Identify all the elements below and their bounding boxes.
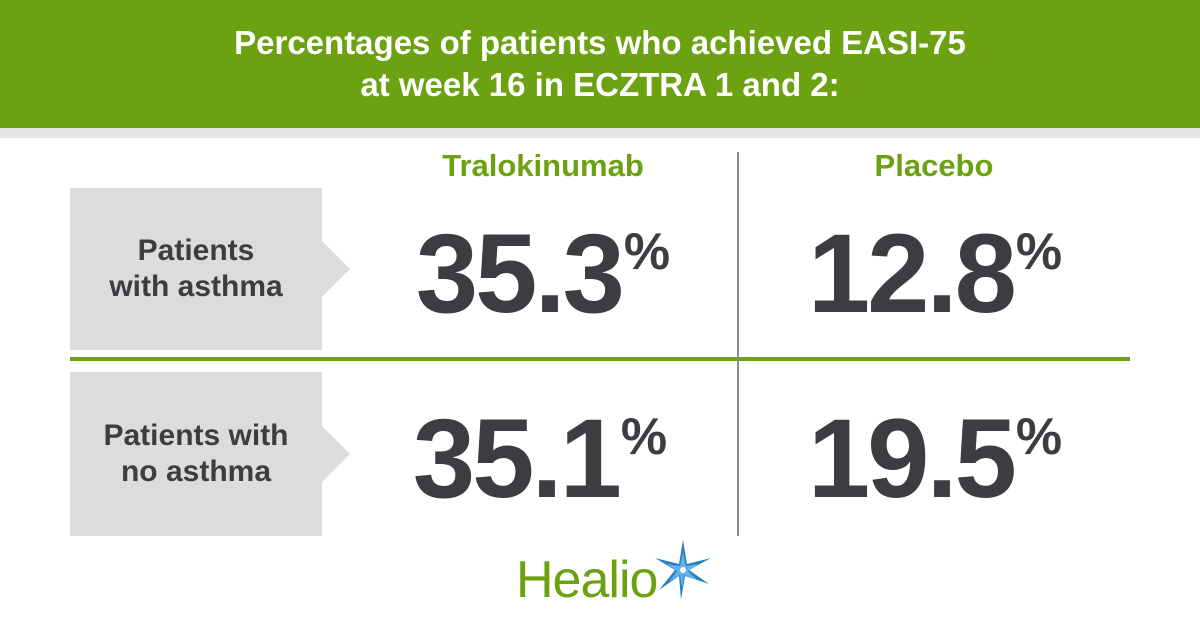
row-label-no-asthma: Patients with no asthma (70, 372, 350, 536)
percent-sign: % (1015, 223, 1063, 281)
row-label-line: Patients with (103, 419, 289, 452)
value-number: 12.8 (807, 211, 1017, 336)
column-header-placebo: Placebo (874, 148, 994, 183)
title-banner: Percentages of patients who achieved EAS… (0, 0, 1200, 128)
value-placebo-no-asthma: 19.5% (765, 403, 1105, 515)
healio-logo: Healio (516, 540, 736, 612)
value-number: 35.3 (415, 211, 625, 336)
percent-sign: % (623, 223, 671, 281)
value-tralokinumab-with-asthma: 35.3% (373, 218, 713, 330)
value-number: 19.5 (807, 396, 1017, 521)
logo-text: Healio (516, 551, 658, 609)
column-divider (737, 152, 739, 536)
column-header-tralokinumab: Tralokinumab (442, 148, 644, 183)
row-label-line: Patients (137, 234, 255, 267)
percent-sign: % (1015, 408, 1063, 466)
banner-shadow (0, 128, 1200, 138)
value-number: 35.1 (412, 396, 622, 521)
row-label-line: no asthma (120, 455, 272, 488)
row-label-with-asthma: Patients with asthma (70, 188, 350, 350)
value-tralokinumab-no-asthma: 35.1% (370, 403, 710, 515)
row-divider (70, 357, 1130, 361)
percent-sign: % (620, 408, 668, 466)
row-label-line: with asthma (109, 270, 283, 303)
title-line-1: Percentages of patients who achieved EAS… (234, 24, 966, 61)
title-line-2: at week 16 in ECZTRA 1 and 2: (360, 66, 840, 103)
star-burst-icon (655, 540, 711, 600)
value-placebo-with-asthma: 12.8% (765, 218, 1105, 330)
